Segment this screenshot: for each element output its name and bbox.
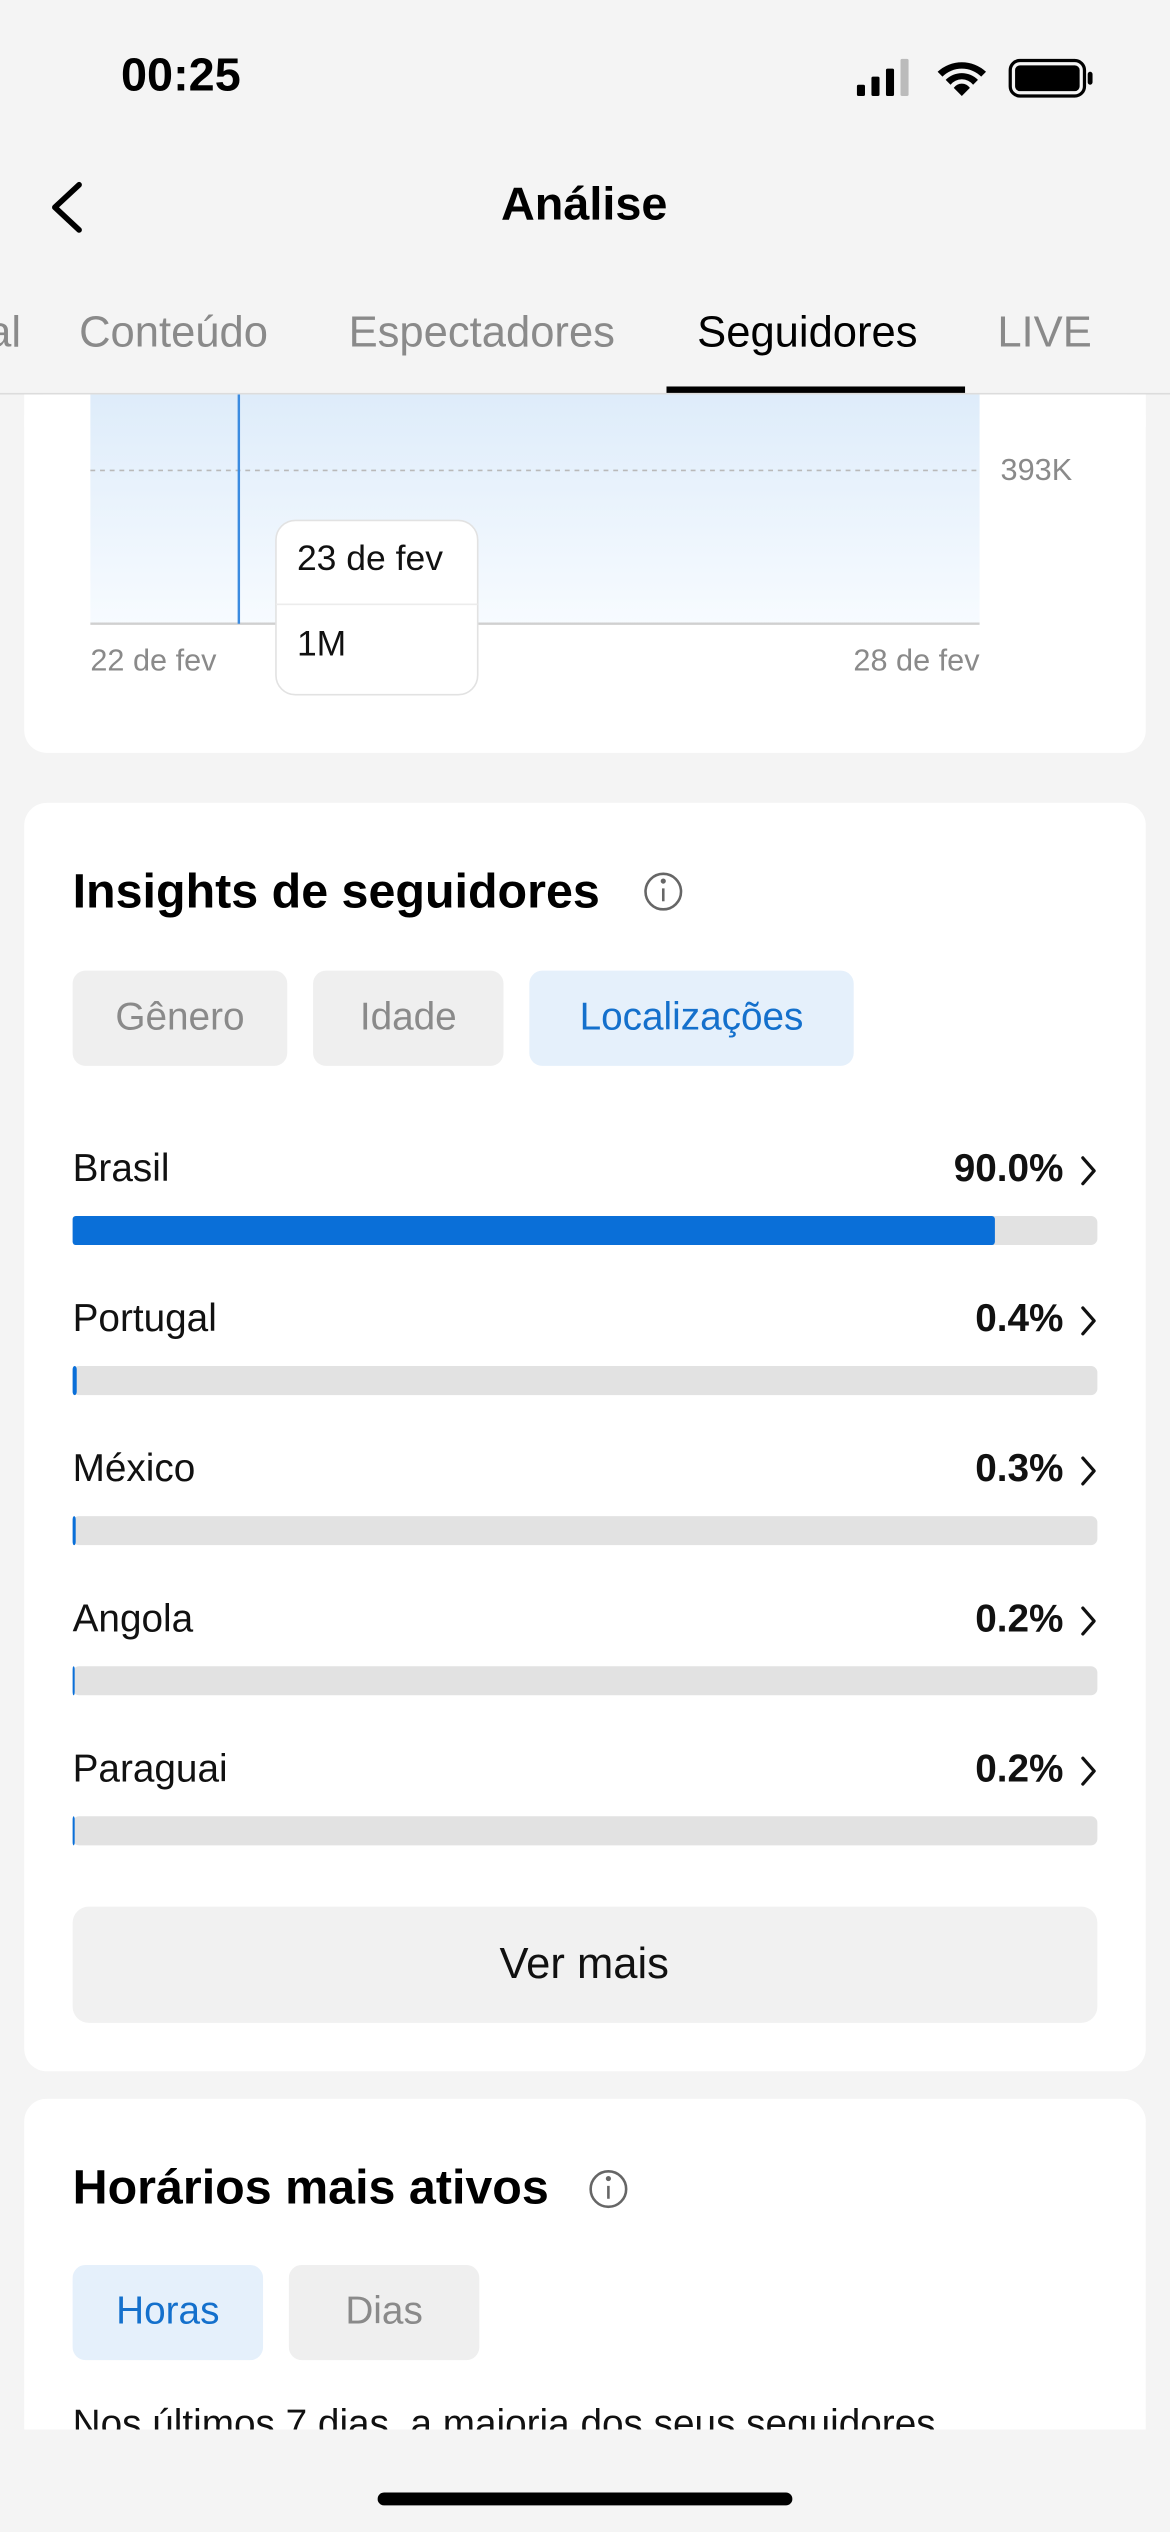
filter-pill[interactable] (72, 2264, 264, 2361)
chevron[interactable] (1081, 1456, 1096, 1486)
page-title: Análise (501, 178, 667, 230)
tooltip-value: 1M (297, 624, 346, 664)
active-card-group: Horários mais ativos Horas Dias Nos últim… (24, 2098, 1146, 2446)
chevron[interactable] (1081, 1756, 1096, 1786)
tab[interactable]: Seguidores (697, 308, 917, 356)
location-name: Brasil (73, 1147, 170, 1190)
filter-pill[interactable] (288, 2264, 480, 2361)
location-value: 0.2% (975, 1597, 1063, 1640)
status-icons (856, 58, 1093, 98)
insights-card (24, 802, 1146, 2072)
filter-pill[interactable] (313, 970, 504, 1066)
location-name: Angola (73, 1597, 194, 1640)
location-value: 90.0% (954, 1147, 1064, 1190)
info-icon[interactable] (644, 872, 683, 911)
filter-group: Gênero Idade Localizações (72, 970, 854, 1066)
bar-track (72, 1516, 1098, 1546)
section-title: Horários mais ativos (73, 2160, 549, 2214)
home-indicator (377, 2492, 793, 2506)
filter-pill[interactable] (72, 970, 288, 1066)
bar (72, 1516, 76, 1546)
chart-area (90, 394, 980, 624)
location-value: 0.3% (975, 1447, 1063, 1490)
see-more-label: Ver mais (499, 1940, 668, 1988)
chevron[interactable] (1081, 1156, 1096, 1186)
tab-bar: al Conteúdo Espectadores Seguidores LIVE (0, 308, 1092, 393)
filter-pill[interactable] (529, 970, 854, 1066)
bar-track (72, 1816, 1098, 1846)
info-icon[interactable] (589, 2170, 628, 2209)
tooltip-date: 23 de fev (297, 538, 443, 578)
status-time: 00:25 (121, 49, 241, 101)
filter-label: Dias (345, 2290, 422, 2333)
bar (72, 1816, 75, 1846)
tab-indicator (666, 386, 966, 393)
bar (72, 1215, 995, 1246)
tab[interactable]: LIVE (997, 308, 1091, 356)
tab-divider (0, 392, 1170, 395)
back-button[interactable] (52, 181, 82, 233)
filter-label: Horas (116, 2290, 219, 2333)
chevron[interactable] (1081, 1606, 1096, 1636)
location-list: Brasil 90.0% Portugal 0.4% México 0.3% Angola 0… (72, 1147, 1098, 1846)
tooltip (275, 519, 479, 696)
location-value: 0.2% (975, 1747, 1063, 1790)
bar-track (72, 1666, 1098, 1696)
bar (72, 1366, 77, 1396)
location-name: Portugal (73, 1297, 217, 1340)
y-label: 393K (1001, 453, 1073, 487)
filter-label: Idade (360, 995, 457, 1038)
location-value: 0.4% (975, 1297, 1063, 1340)
tab[interactable]: al (0, 308, 21, 356)
x-label: 22 de fev (90, 644, 217, 678)
filter-group: Horas Dias (72, 2264, 480, 2361)
active-description: Nos últimos 7 dias, a maioria dos seus s… (73, 2403, 936, 2446)
chevron[interactable] (1081, 1306, 1096, 1336)
section-title: Insights de seguidores (73, 865, 600, 919)
bar-track (72, 1366, 1098, 1396)
tab[interactable]: Conteúdo (79, 308, 268, 356)
location-name: México (73, 1447, 196, 1490)
filter-label: Gênero (115, 995, 244, 1038)
bar (72, 1666, 75, 1696)
location-name: Paraguai (73, 1747, 228, 1790)
tab[interactable]: Espectadores (349, 308, 615, 356)
x-label: 28 de fev (853, 644, 980, 678)
see-more-button[interactable] (72, 1906, 1098, 2023)
filter-label: Localizações (580, 995, 804, 1038)
